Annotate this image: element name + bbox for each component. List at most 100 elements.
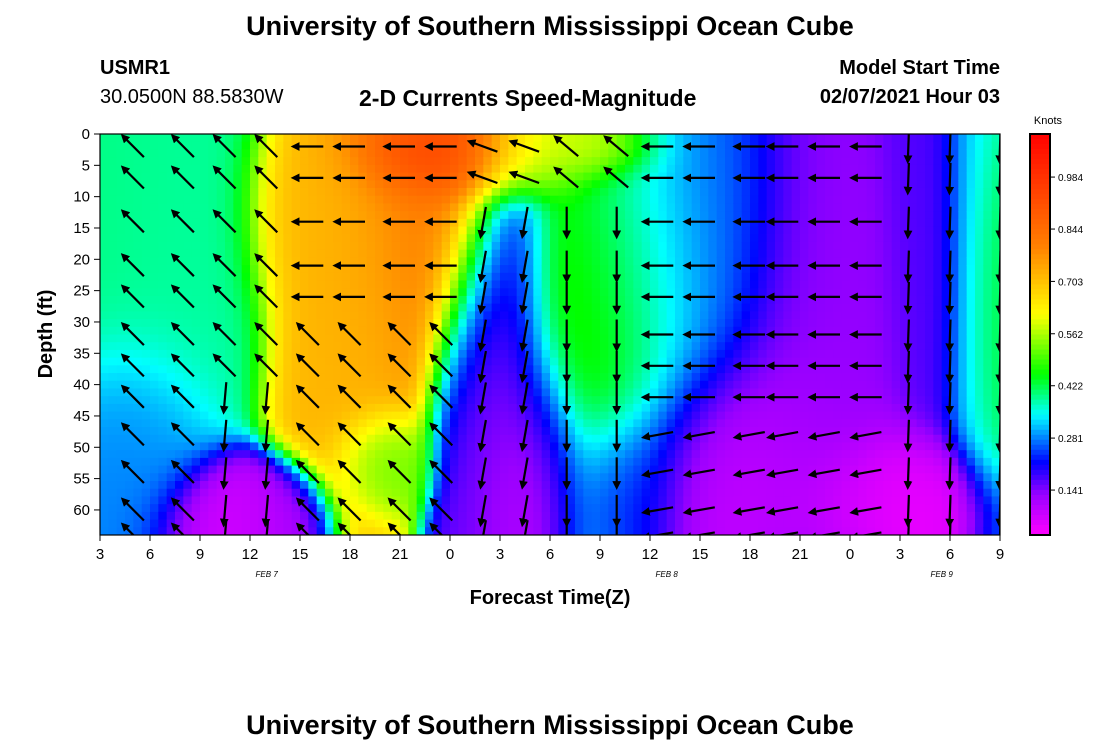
heat-cell — [466, 257, 476, 266]
heat-cell — [800, 465, 809, 474]
heat-cell — [391, 311, 401, 320]
heat-cell — [508, 149, 518, 158]
heat-cell — [366, 311, 376, 320]
heat-cell — [300, 272, 309, 282]
heat-cell — [266, 280, 276, 289]
heat-cell — [750, 365, 759, 374]
heat-cell — [858, 211, 868, 220]
heat-cell — [625, 218, 634, 228]
heat-cell — [625, 241, 634, 251]
heat-cell — [191, 303, 201, 312]
heat-cell — [791, 403, 801, 413]
heat-cell — [683, 442, 693, 451]
heat-cell — [850, 288, 859, 297]
heat-cell — [525, 172, 534, 181]
heat-cell — [800, 172, 809, 181]
heat-cell — [366, 403, 376, 413]
heat-cell — [808, 311, 818, 320]
heat-cell — [800, 442, 809, 451]
heat-cell — [600, 157, 609, 166]
heat-cell — [633, 496, 643, 505]
heat-cell — [741, 249, 751, 258]
heat-cell — [150, 280, 159, 289]
heat-cell — [558, 172, 568, 181]
heat-cell — [616, 249, 626, 258]
heat-cell — [433, 349, 443, 359]
heat-cell — [700, 134, 709, 143]
heat-cell — [325, 373, 334, 382]
heat-cell — [458, 257, 468, 266]
heat-cell — [158, 164, 168, 174]
heat-cell — [683, 496, 693, 505]
heat-cell — [125, 411, 134, 420]
heat-cell — [400, 149, 409, 158]
heat-cell — [316, 265, 326, 274]
heat-cell — [608, 141, 618, 151]
heat-cell — [891, 280, 901, 289]
heat-cell — [108, 442, 118, 451]
heat-cell — [325, 149, 334, 158]
heat-cell — [208, 342, 218, 351]
heat-cell — [800, 211, 809, 220]
heat-cell — [858, 419, 868, 428]
heat-cell — [125, 434, 134, 444]
heat-cell — [725, 218, 734, 228]
heat-cell — [516, 519, 526, 528]
heat-cell — [808, 349, 818, 359]
heat-cell — [608, 195, 618, 204]
heat-cell — [641, 442, 651, 451]
heat-cell — [358, 403, 368, 413]
heat-cell — [566, 187, 576, 197]
heat-cell — [166, 195, 176, 204]
heat-cell — [325, 488, 334, 498]
heat-cell — [425, 473, 434, 482]
heat-cell — [833, 349, 843, 359]
heat-cell — [416, 519, 426, 528]
heat-cell — [816, 134, 826, 143]
heat-cell — [775, 295, 784, 305]
heat-cell — [525, 134, 534, 143]
heat-cell — [550, 481, 559, 490]
heat-cell — [875, 349, 884, 359]
heat-cell — [458, 403, 468, 413]
heat-cell — [100, 288, 109, 297]
heat-cell — [566, 288, 576, 297]
heat-cell — [800, 434, 809, 444]
heat-cell — [716, 272, 726, 282]
heat-cell — [550, 249, 559, 258]
heat-cell — [191, 403, 201, 413]
heat-cell — [883, 265, 893, 274]
heat-cell — [183, 504, 193, 513]
heat-cell — [675, 365, 684, 374]
heat-cell — [516, 465, 526, 474]
heat-cell — [241, 134, 251, 143]
heat-cell — [208, 419, 218, 428]
heat-cell — [100, 511, 109, 521]
heat-cell — [891, 504, 901, 513]
heat-cell — [241, 419, 251, 428]
heat-cell — [375, 488, 384, 498]
heat-cell — [175, 249, 184, 258]
heat-cell — [891, 396, 901, 405]
heat-cell — [300, 226, 309, 235]
heat-cell — [500, 380, 509, 390]
heat-cell — [316, 334, 326, 343]
heat-cell — [783, 180, 793, 189]
heat-cell — [150, 511, 159, 521]
heat-cell — [741, 280, 751, 289]
heat-cell — [633, 218, 643, 228]
heat-cell — [566, 419, 576, 428]
heat-cell — [666, 427, 676, 436]
heat-cell — [716, 457, 726, 467]
heat-cell — [400, 357, 409, 366]
heat-cell — [116, 226, 126, 235]
heat-cell — [441, 218, 451, 228]
heat-cell — [458, 164, 468, 174]
heat-cell — [141, 504, 151, 513]
heat-cell — [133, 380, 143, 390]
heat-cell — [658, 195, 668, 204]
heat-cell — [716, 134, 726, 143]
heat-cell — [483, 450, 493, 459]
heat-cell — [191, 465, 201, 474]
heat-cell — [608, 334, 618, 343]
